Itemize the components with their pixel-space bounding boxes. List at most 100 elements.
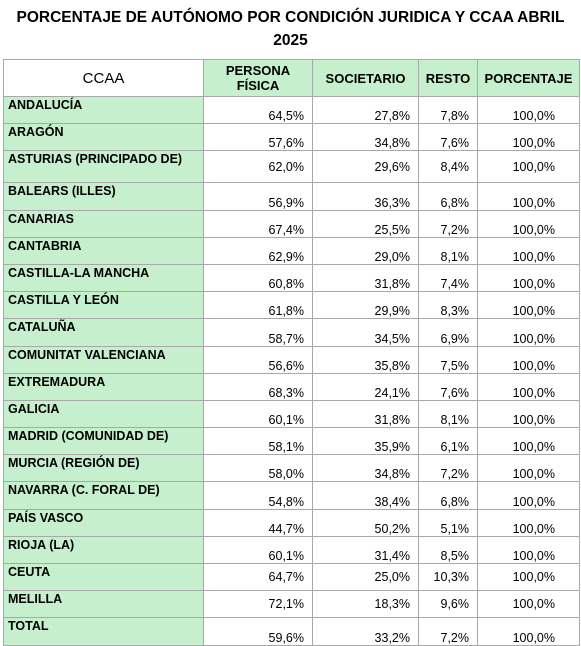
resto-cell: 7,8% [418,95,478,125]
persona-fisica-cell: 59,6% [203,617,313,646]
persona-fisica-cell: 64,5% [203,95,313,125]
porcentaje-cell: 100,0% [477,263,580,293]
resto-cell: 10,3% [418,562,478,592]
resto-cell: 6,8% [418,481,478,510]
ccaa-cell: COMUNITAT VALENCIANA [3,345,204,374]
ccaa-cell: CATALUÑA [3,318,204,347]
resto-cell: 8,1% [418,236,478,265]
resto-cell: 7,2% [418,209,478,238]
persona-fisica-cell: 60,1% [203,399,313,429]
porcentaje-cell: 100,0% [477,182,580,211]
societario-cell: 34,8% [312,123,419,152]
resto-cell: 8,5% [418,535,478,565]
ccaa-cell: BALEARS (ILLES) [3,182,204,211]
societario-cell: 38,4% [312,481,419,510]
porcentaje-cell: 100,0% [477,345,580,374]
societario-cell: 24,1% [312,372,419,401]
porcentaje-cell: 100,0% [477,236,580,265]
porcentaje-cell: 100,0% [477,123,580,152]
societario-cell: 29,6% [312,150,419,184]
table-row: ARAGÓN 57,6% 34,8% 7,6% 100,0% [3,123,580,152]
table-row: MADRID (COMUNIDAD DE) 58,1% 35,9% 6,1% 100,0… [3,427,580,456]
societario-cell: 25,5% [312,209,419,238]
resto-cell: 6,8% [418,182,478,211]
table-row: PAÍS VASCO 44,7% 50,2% 5,1% 100,0% [3,508,580,537]
table-row: COMUNITAT VALENCIANA 56,6% 35,8% 7,5% 100,0% [3,345,580,374]
persona-fisica-cell: 68,3% [203,372,313,401]
porcentaje-cell: 100,0% [477,590,580,619]
header-societario: SOCIETARIO [312,59,419,97]
header-resto: RESTO [418,59,478,97]
persona-fisica-cell: 58,0% [203,454,313,483]
resto-cell: 7,6% [418,123,478,152]
ccaa-cell: ARAGÓN [3,123,204,152]
porcentaje-cell: 100,0% [477,508,580,537]
persona-fisica-cell: 72,1% [203,590,313,619]
ccaa-cell: RIOJA (LA) [3,535,204,565]
societario-cell: 25,0% [312,562,419,592]
table-row: CEUTA 64,7% 25,0% 10,3% 100,0% [3,562,580,592]
page-title: PORCENTAJE DE AUTÓNOMO POR CONDICIÓN JUR… [0,6,581,52]
header-porcentaje: PORCENTAJE [477,59,580,97]
autonomos-table: CCAA PERSONA FÍSICA SOCIETARIO RESTO POR… [3,59,580,646]
ccaa-cell: GALICIA [3,399,204,429]
societario-cell: 34,8% [312,454,419,483]
ccaa-cell: MELILLA [3,590,204,619]
persona-fisica-cell: 54,8% [203,481,313,510]
societario-cell: 29,9% [312,291,419,320]
ccaa-cell: MURCIA (REGIÓN DE) [3,454,204,483]
porcentaje-cell: 100,0% [477,95,580,125]
persona-fisica-cell: 61,8% [203,291,313,320]
table-row: MURCIA (REGIÓN DE) 58,0% 34,8% 7,2% 100,0% [3,454,580,483]
persona-fisica-cell: 58,1% [203,427,313,456]
societario-cell: 35,8% [312,345,419,374]
resto-cell: 6,1% [418,427,478,456]
persona-fisica-cell: 56,9% [203,182,313,211]
persona-fisica-cell: 57,6% [203,123,313,152]
porcentaje-cell: 100,0% [477,481,580,510]
ccaa-cell: TOTAL [3,617,204,646]
porcentaje-cell: 100,0% [477,209,580,238]
porcentaje-cell: 100,0% [477,399,580,429]
persona-fisica-cell: 58,7% [203,318,313,347]
table-body: ANDALUCÍA 64,5% 27,8% 7,8% 100,0% ARAGÓN 57,6%… [3,95,580,646]
table-row: ASTURIAS (PRINCIPADO DE) 62,0% 29,6% 8,4% 10… [3,150,580,184]
ccaa-cell: MADRID (COMUNIDAD DE) [3,427,204,456]
ccaa-cell: CASTILLA-LA MANCHA [3,263,204,293]
ccaa-cell: ANDALUCÍA [3,95,204,125]
resto-cell: 7,2% [418,617,478,646]
resto-cell: 8,4% [418,150,478,184]
title-line-1: PORCENTAJE DE AUTÓNOMO POR CONDICIÓN JUR… [16,9,565,26]
porcentaje-cell: 100,0% [477,562,580,592]
table-row: NAVARRA (C. FORAL DE) 54,8% 38,4% 6,8% 100,0… [3,481,580,510]
persona-fisica-cell: 60,8% [203,263,313,293]
title-line-2: 2025 [273,32,308,49]
table-row: CANTABRIA 62,9% 29,0% 8,1% 100,0% [3,236,580,265]
resto-cell: 9,6% [418,590,478,619]
ccaa-cell: PAÍS VASCO [3,508,204,537]
persona-fisica-cell: 60,1% [203,535,313,565]
ccaa-cell: NAVARRA (C. FORAL DE) [3,481,204,510]
table-row: EXTREMADURA 68,3% 24,1% 7,6% 100,0% [3,372,580,401]
resto-cell: 8,1% [418,399,478,429]
societario-cell: 36,3% [312,182,419,211]
table-row: ANDALUCÍA 64,5% 27,8% 7,8% 100,0% [3,95,580,125]
societario-cell: 18,3% [312,590,419,619]
table-row: CASTILLA Y LEÓN 61,8% 29,9% 8,3% 100,0% [3,291,580,320]
table-row: BALEARS (ILLES) 56,9% 36,3% 6,8% 100,0% [3,182,580,211]
header-ccaa: CCAA [3,59,204,97]
persona-fisica-cell: 44,7% [203,508,313,537]
societario-cell: 50,2% [312,508,419,537]
resto-cell: 7,5% [418,345,478,374]
resto-cell: 7,2% [418,454,478,483]
persona-fisica-cell: 64,7% [203,562,313,592]
ccaa-cell: CANARIAS [3,209,204,238]
persona-fisica-cell: 62,9% [203,236,313,265]
societario-cell: 31,4% [312,535,419,565]
ccaa-cell: CANTABRIA [3,236,204,265]
porcentaje-cell: 100,0% [477,291,580,320]
porcentaje-cell: 100,0% [477,318,580,347]
resto-cell: 8,3% [418,291,478,320]
ccaa-cell: CASTILLA Y LEÓN [3,291,204,320]
porcentaje-cell: 100,0% [477,372,580,401]
